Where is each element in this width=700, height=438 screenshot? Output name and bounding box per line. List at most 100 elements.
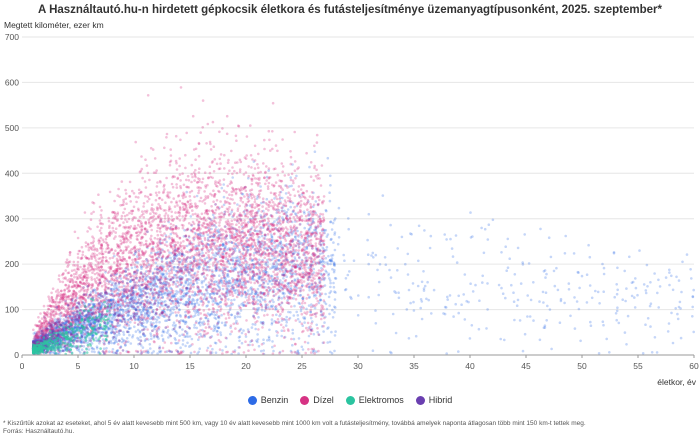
point-dízel	[58, 280, 62, 283]
point-benzin	[120, 337, 124, 341]
point-dízel	[267, 181, 271, 185]
point-benzin	[160, 312, 164, 315]
point-benzin	[144, 325, 148, 329]
point-benzin	[486, 282, 489, 285]
point-dízel	[287, 173, 290, 176]
point-benzin	[303, 239, 306, 243]
point-dízel	[280, 206, 284, 209]
point-benzin	[286, 296, 290, 299]
point-benzin	[219, 333, 223, 337]
point-benzin	[197, 321, 201, 325]
point-benzin	[306, 341, 310, 345]
point-benzin	[189, 278, 192, 282]
point-benzin	[685, 253, 689, 256]
point-benzin	[390, 351, 393, 355]
point-benzin	[200, 321, 204, 325]
point-benzin	[139, 301, 143, 305]
point-benzin	[226, 248, 229, 251]
point-benzin	[310, 244, 314, 247]
point-benzin	[105, 332, 108, 335]
point-benzin	[307, 227, 311, 231]
point-benzin	[311, 217, 315, 221]
point-benzin	[153, 296, 156, 299]
point-benzin	[597, 352, 601, 355]
point-dízel	[279, 323, 283, 327]
point-benzin	[691, 315, 694, 318]
point-benzin	[257, 274, 261, 278]
point-benzin	[103, 313, 106, 316]
point-benzin	[63, 327, 66, 330]
point-benzin	[553, 284, 557, 288]
point-benzin	[226, 287, 229, 291]
point-dízel	[191, 209, 194, 212]
point-benzin	[342, 253, 346, 257]
point-benzin	[186, 341, 189, 345]
point-benzin	[558, 321, 562, 325]
point-benzin	[122, 333, 126, 336]
point-benzin	[333, 334, 337, 337]
point-dízel	[167, 235, 171, 238]
point-benzin	[246, 328, 250, 331]
point-benzin	[644, 323, 647, 327]
point-benzin	[135, 305, 139, 309]
point-benzin	[313, 306, 317, 310]
point-benzin	[237, 352, 240, 355]
point-benzin	[185, 190, 188, 194]
point-benzin	[272, 300, 275, 304]
point-dízel	[266, 294, 270, 297]
point-benzin	[548, 308, 552, 311]
point-benzin	[547, 236, 551, 239]
point-benzin	[333, 268, 336, 272]
point-dízel	[155, 229, 159, 233]
point-benzin	[634, 286, 638, 290]
point-benzin	[505, 269, 509, 273]
point-benzin	[499, 337, 503, 341]
point-benzin	[271, 304, 275, 308]
point-dízel	[250, 339, 254, 343]
point-benzin	[156, 285, 159, 289]
y-axis-label: Megtett kilométer, ezer km	[4, 20, 104, 30]
point-dízel	[178, 219, 182, 222]
point-benzin	[165, 240, 168, 244]
point-benzin	[197, 303, 201, 307]
point-benzin	[653, 336, 657, 339]
point-benzin	[216, 330, 219, 333]
point-benzin	[118, 323, 122, 327]
point-benzin	[292, 314, 296, 317]
point-benzin	[443, 305, 447, 309]
point-dízel	[107, 282, 110, 286]
point-benzin	[175, 292, 178, 296]
point-benzin	[88, 337, 91, 340]
point-benzin	[538, 300, 541, 303]
point-dízel	[89, 218, 93, 221]
point-benzin	[333, 311, 336, 314]
point-benzin	[187, 271, 191, 274]
point-benzin	[63, 348, 67, 352]
point-benzin	[391, 312, 395, 316]
point-benzin	[329, 220, 332, 224]
point-dízel	[293, 270, 297, 273]
point-benzin	[234, 268, 237, 271]
point-benzin	[171, 311, 174, 315]
point-benzin	[145, 318, 148, 322]
point-benzin	[422, 270, 425, 273]
point-benzin	[404, 262, 407, 266]
point-dízel	[225, 132, 229, 136]
point-benzin	[166, 256, 170, 259]
point-benzin	[99, 305, 103, 308]
point-benzin	[344, 277, 348, 280]
point-benzin	[308, 295, 311, 299]
point-benzin	[175, 314, 178, 318]
point-benzin	[377, 280, 381, 284]
point-dízel	[243, 219, 246, 222]
point-benzin	[198, 347, 201, 351]
point-benzin	[197, 313, 200, 317]
point-dízel	[309, 202, 312, 206]
point-benzin	[85, 313, 88, 317]
point-benzin	[416, 284, 420, 288]
point-dízel	[219, 153, 223, 156]
point-dízel	[175, 319, 179, 322]
point-benzin	[251, 323, 255, 326]
point-benzin	[149, 334, 153, 338]
point-dízel	[252, 295, 256, 298]
